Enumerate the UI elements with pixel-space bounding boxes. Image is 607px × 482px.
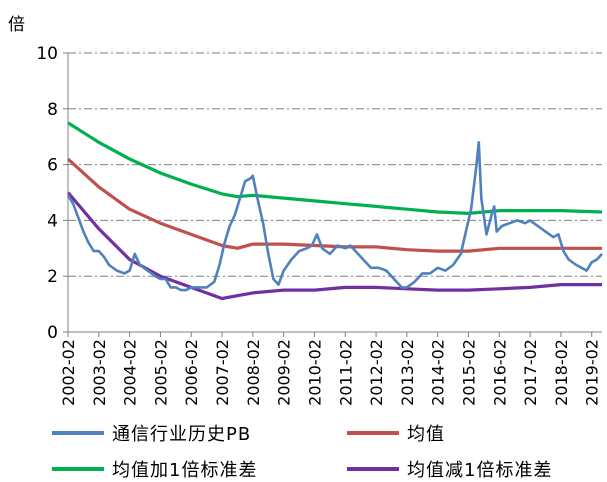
y-tick-label: 8 [47,100,58,120]
legend-item-pb: 通信行业历史PB [52,420,251,446]
y-tick-label: 2 [47,267,58,287]
series-line-0 [66,141,603,292]
legend-label-pb: 通信行业历史PB [112,424,252,445]
gridlines [68,52,602,277]
y-tick-label: 0 [47,323,58,343]
x-tick-label: 2017-02 [521,339,540,406]
x-tick-label: 2005-02 [151,339,170,406]
legend-swatch-mean [347,431,399,435]
legend-swatch-plus-1sd [52,467,104,471]
series-line-3 [66,191,602,301]
legend-label-plus-1sd: 均值加1倍标准差 [112,460,258,481]
legend-item-minus-1sd: 均值减1倍标准差 [347,456,552,482]
x-tick-label: 2016-02 [490,339,509,406]
y-axis-ticks: 0 2 4 6 8 10 [36,44,68,343]
legend-item-plus-1sd: 均值加1倍标准差 [52,456,257,482]
x-tick-label: 2012-02 [367,339,386,406]
x-tick-label: 2013-02 [398,339,417,406]
y-tick-label: 10 [36,44,58,64]
legend-swatch-pb [52,431,104,435]
x-tick-label: 2010-02 [305,339,324,406]
legend-label-mean: 均值 [407,424,445,445]
x-tick-label: 2007-02 [213,339,232,406]
x-tick-label: 2011-02 [336,339,355,406]
x-tick-label: 2014-02 [429,339,448,406]
x-tick-label: 2009-02 [275,339,294,406]
y-tick-label: 6 [47,156,58,176]
series-lines [66,121,603,301]
series-line-1 [66,157,602,253]
x-axis-ticks: 2002-02 2003-02 2004-02 2005-02 2006-02 2007-… [59,332,602,406]
x-tick-label: 2019-02 [583,339,602,406]
series-line-2 [67,121,603,215]
x-tick-label: 2015-02 [460,339,479,406]
x-tick-label: 2002-02 [59,339,78,406]
x-tick-label: 2008-02 [244,339,263,406]
y-tick-label: 4 [47,211,58,231]
x-tick-label: 2003-02 [90,339,109,406]
legend-item-mean: 均值 [347,420,445,446]
x-tick-label: 2018-02 [552,339,571,406]
legend-label-minus-1sd: 均值减1倍标准差 [407,460,553,481]
y-axis-unit-label: 倍 [8,15,25,35]
x-tick-label: 2006-02 [182,339,201,406]
x-tick-label: 2004-02 [121,339,140,406]
legend-swatch-minus-1sd [347,467,399,471]
axes [67,53,602,333]
